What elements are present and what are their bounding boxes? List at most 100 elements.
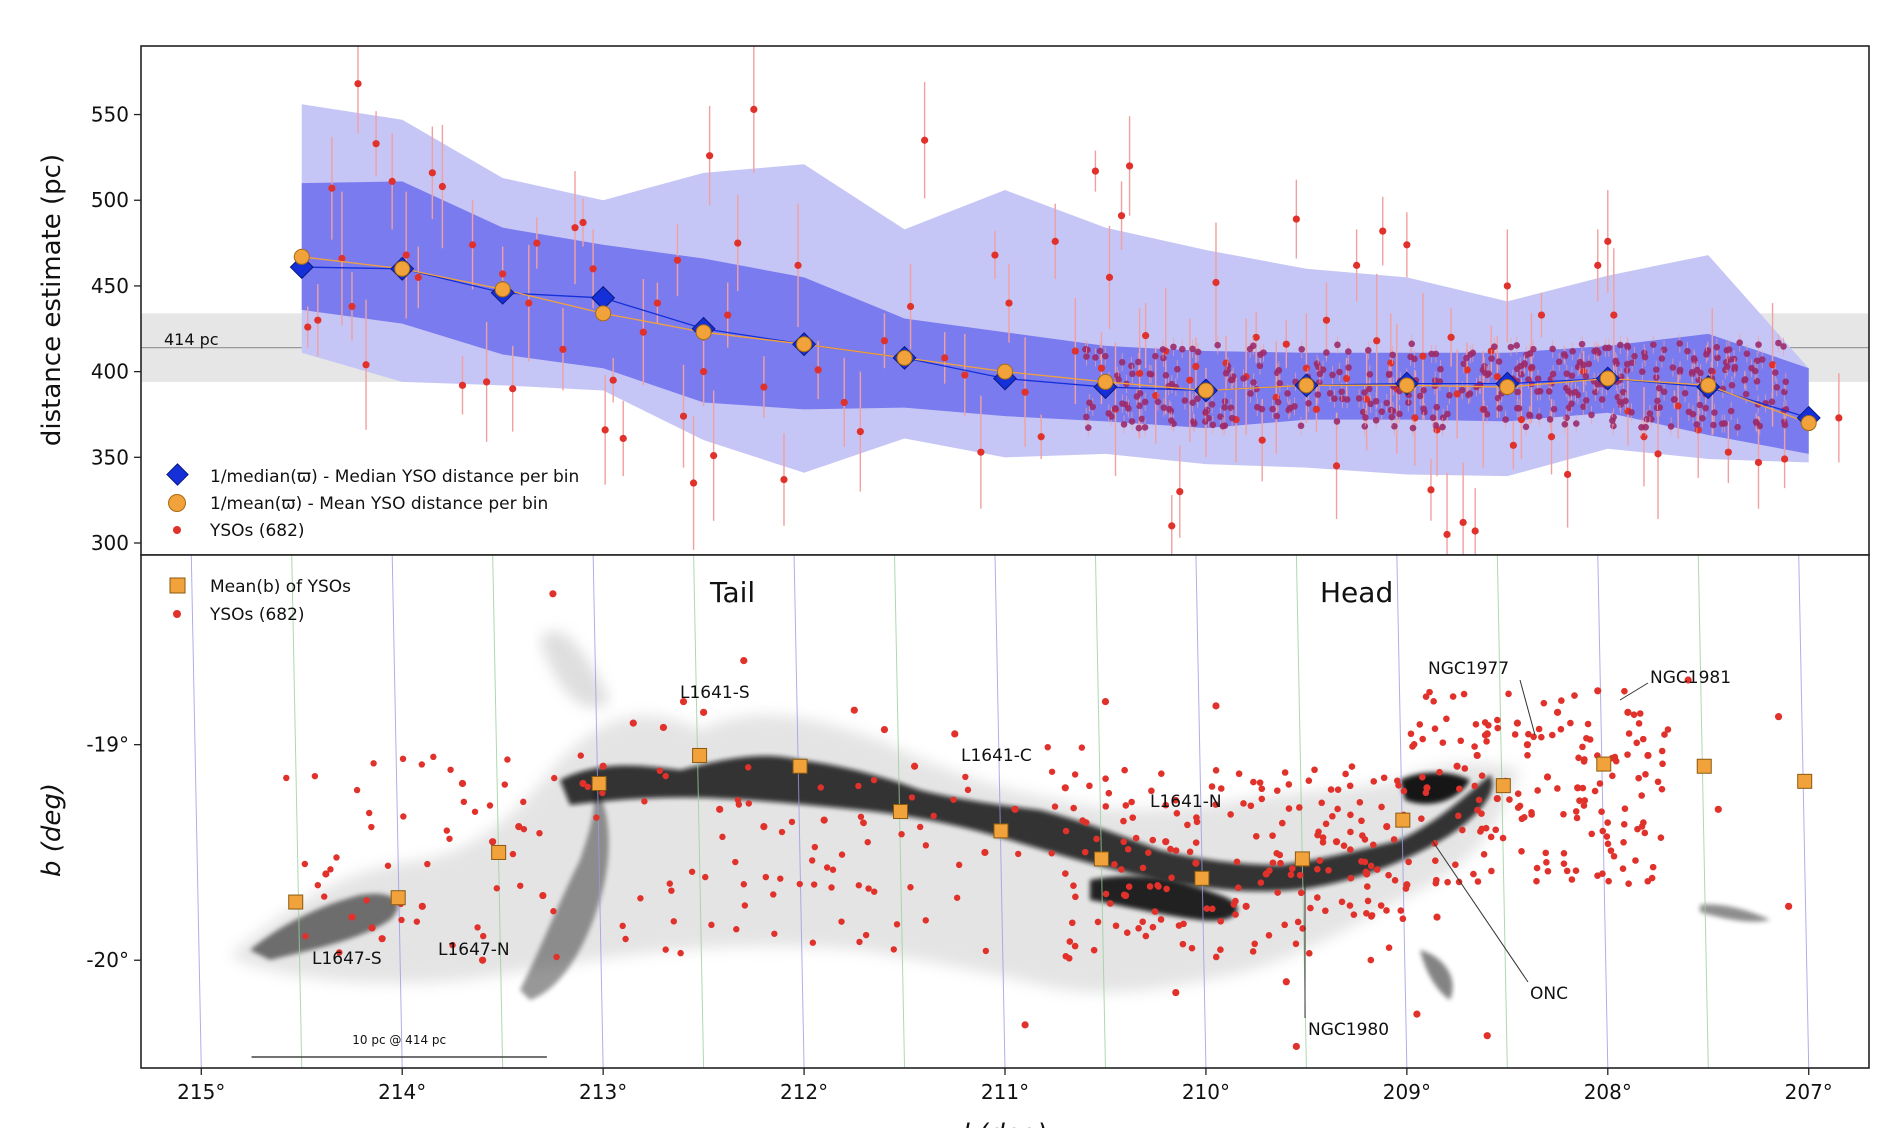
yso-point xyxy=(1403,241,1411,249)
yso-point xyxy=(679,412,688,420)
yso-point xyxy=(1359,408,1367,416)
tail-label: Tail xyxy=(709,576,755,609)
yso-point xyxy=(1718,420,1726,427)
yso-point xyxy=(1711,409,1718,416)
yso-point xyxy=(1688,368,1696,376)
yso-point xyxy=(1755,341,1762,348)
yso-point xyxy=(1346,902,1354,909)
yso-point xyxy=(1471,527,1479,535)
yso-point xyxy=(1396,410,1403,418)
yso-point xyxy=(1342,770,1349,778)
yso-point xyxy=(458,779,467,788)
yso-point xyxy=(734,239,742,247)
bottom-x-tick-label: 209° xyxy=(1383,1080,1431,1104)
yso-point xyxy=(1724,448,1732,456)
yso-point xyxy=(1212,767,1220,774)
yso-point xyxy=(1599,827,1607,835)
yso-point xyxy=(447,766,454,773)
yso-point xyxy=(1361,858,1369,866)
yso-point xyxy=(1491,343,1498,350)
yso-point xyxy=(1488,355,1495,362)
yso-point xyxy=(533,239,541,247)
yso-point xyxy=(1128,798,1135,806)
yso-point xyxy=(1433,403,1441,411)
yso-point xyxy=(1299,925,1306,932)
yso-point xyxy=(740,657,748,665)
yso-point xyxy=(1471,743,1478,750)
yso-point xyxy=(1260,349,1267,356)
mean-marker xyxy=(293,248,310,265)
yso-point xyxy=(1775,339,1782,347)
yso-point xyxy=(1641,829,1649,837)
yso-point xyxy=(311,772,319,780)
bottom-y-ticks: -19° -20° xyxy=(86,733,141,972)
yso-point xyxy=(1005,299,1013,307)
yso-point xyxy=(1459,518,1467,527)
yso-point xyxy=(1581,797,1589,804)
yso-point xyxy=(314,881,322,889)
yso-point xyxy=(1333,418,1341,425)
yso-point xyxy=(1217,413,1224,421)
yso-point xyxy=(1553,708,1562,716)
yso-point xyxy=(1383,399,1390,407)
yso-point xyxy=(1461,765,1469,772)
yso-point xyxy=(1410,740,1418,748)
yso-point xyxy=(1316,857,1324,864)
yso-point xyxy=(1311,766,1318,774)
yso-point xyxy=(1534,787,1541,794)
mean-b-marker xyxy=(1797,773,1813,789)
yso-point xyxy=(1235,770,1243,778)
mean-marker xyxy=(1197,382,1214,399)
yso-point xyxy=(1323,349,1330,356)
yso-point xyxy=(1186,376,1194,384)
yso-point xyxy=(1258,436,1266,444)
yso-point xyxy=(1296,871,1304,879)
yso-point xyxy=(1699,414,1706,422)
yso-point xyxy=(733,926,740,933)
yso-point xyxy=(908,794,916,801)
yso-point xyxy=(1619,388,1627,396)
yso-point xyxy=(1369,841,1377,849)
yso-point xyxy=(1418,815,1425,822)
yso-point xyxy=(1202,409,1210,416)
yso-point xyxy=(1102,803,1110,810)
yso-point xyxy=(1561,420,1569,428)
yso-point xyxy=(1603,833,1611,840)
yso-point xyxy=(1452,861,1459,868)
yso-point xyxy=(1273,412,1281,420)
yso-point xyxy=(553,953,560,961)
yso-point xyxy=(619,434,627,443)
yso-point xyxy=(1407,730,1415,738)
yso-point xyxy=(1741,376,1749,383)
yso-point xyxy=(1753,377,1761,385)
yso-point xyxy=(1345,364,1352,371)
yso-point xyxy=(1249,342,1257,350)
yso-point xyxy=(1594,261,1602,269)
yso-point xyxy=(1282,340,1290,348)
grid-line xyxy=(1094,555,1106,1068)
yso-point xyxy=(662,946,669,953)
yso-point xyxy=(1579,743,1586,751)
yso-point xyxy=(677,949,684,957)
yso-point xyxy=(1488,867,1495,875)
yso-point xyxy=(1160,354,1167,362)
yso-point xyxy=(414,273,422,281)
yso-point xyxy=(641,798,648,805)
yso-point xyxy=(1359,832,1366,839)
yso-point xyxy=(1203,905,1211,912)
yso-point xyxy=(1068,919,1076,927)
yso-point xyxy=(1139,864,1147,872)
yso-point xyxy=(418,761,426,768)
yso-point xyxy=(1725,346,1733,353)
yso-point xyxy=(1101,697,1110,706)
yso-point xyxy=(1535,413,1543,420)
yso-point xyxy=(1413,1010,1421,1018)
bottom-panel: L1641-S L1641-C L1641-N L1647-S L1647-N … xyxy=(37,554,1870,1128)
yso-point xyxy=(1051,803,1059,810)
yso-point xyxy=(808,857,816,864)
yso-point xyxy=(1174,365,1181,373)
yso-point xyxy=(1499,834,1507,842)
yso-point xyxy=(1314,894,1321,901)
yso-point xyxy=(1135,358,1142,366)
